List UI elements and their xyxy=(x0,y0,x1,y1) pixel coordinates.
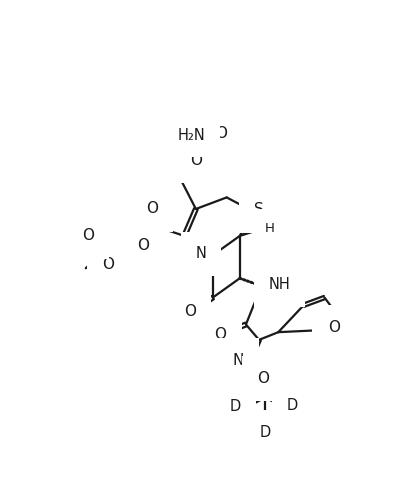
Polygon shape xyxy=(240,226,260,236)
Text: O: O xyxy=(102,257,114,272)
Text: O: O xyxy=(215,126,227,141)
Text: N: N xyxy=(232,353,244,368)
Text: H: H xyxy=(265,222,275,235)
Text: D: D xyxy=(287,398,298,413)
Text: O: O xyxy=(146,202,158,216)
Text: S: S xyxy=(254,202,264,217)
Text: O: O xyxy=(257,371,269,386)
Text: H₂N: H₂N xyxy=(164,126,192,141)
Text: NH: NH xyxy=(269,277,291,292)
Text: O: O xyxy=(328,320,340,335)
Text: O: O xyxy=(82,228,94,243)
Text: O: O xyxy=(137,237,149,253)
Text: D: D xyxy=(259,425,271,440)
Text: N: N xyxy=(196,246,207,261)
Text: H₂N: H₂N xyxy=(177,128,205,142)
Text: O: O xyxy=(184,304,196,319)
Text: O: O xyxy=(190,153,202,168)
Text: D: D xyxy=(230,399,241,414)
Text: O: O xyxy=(215,327,227,342)
